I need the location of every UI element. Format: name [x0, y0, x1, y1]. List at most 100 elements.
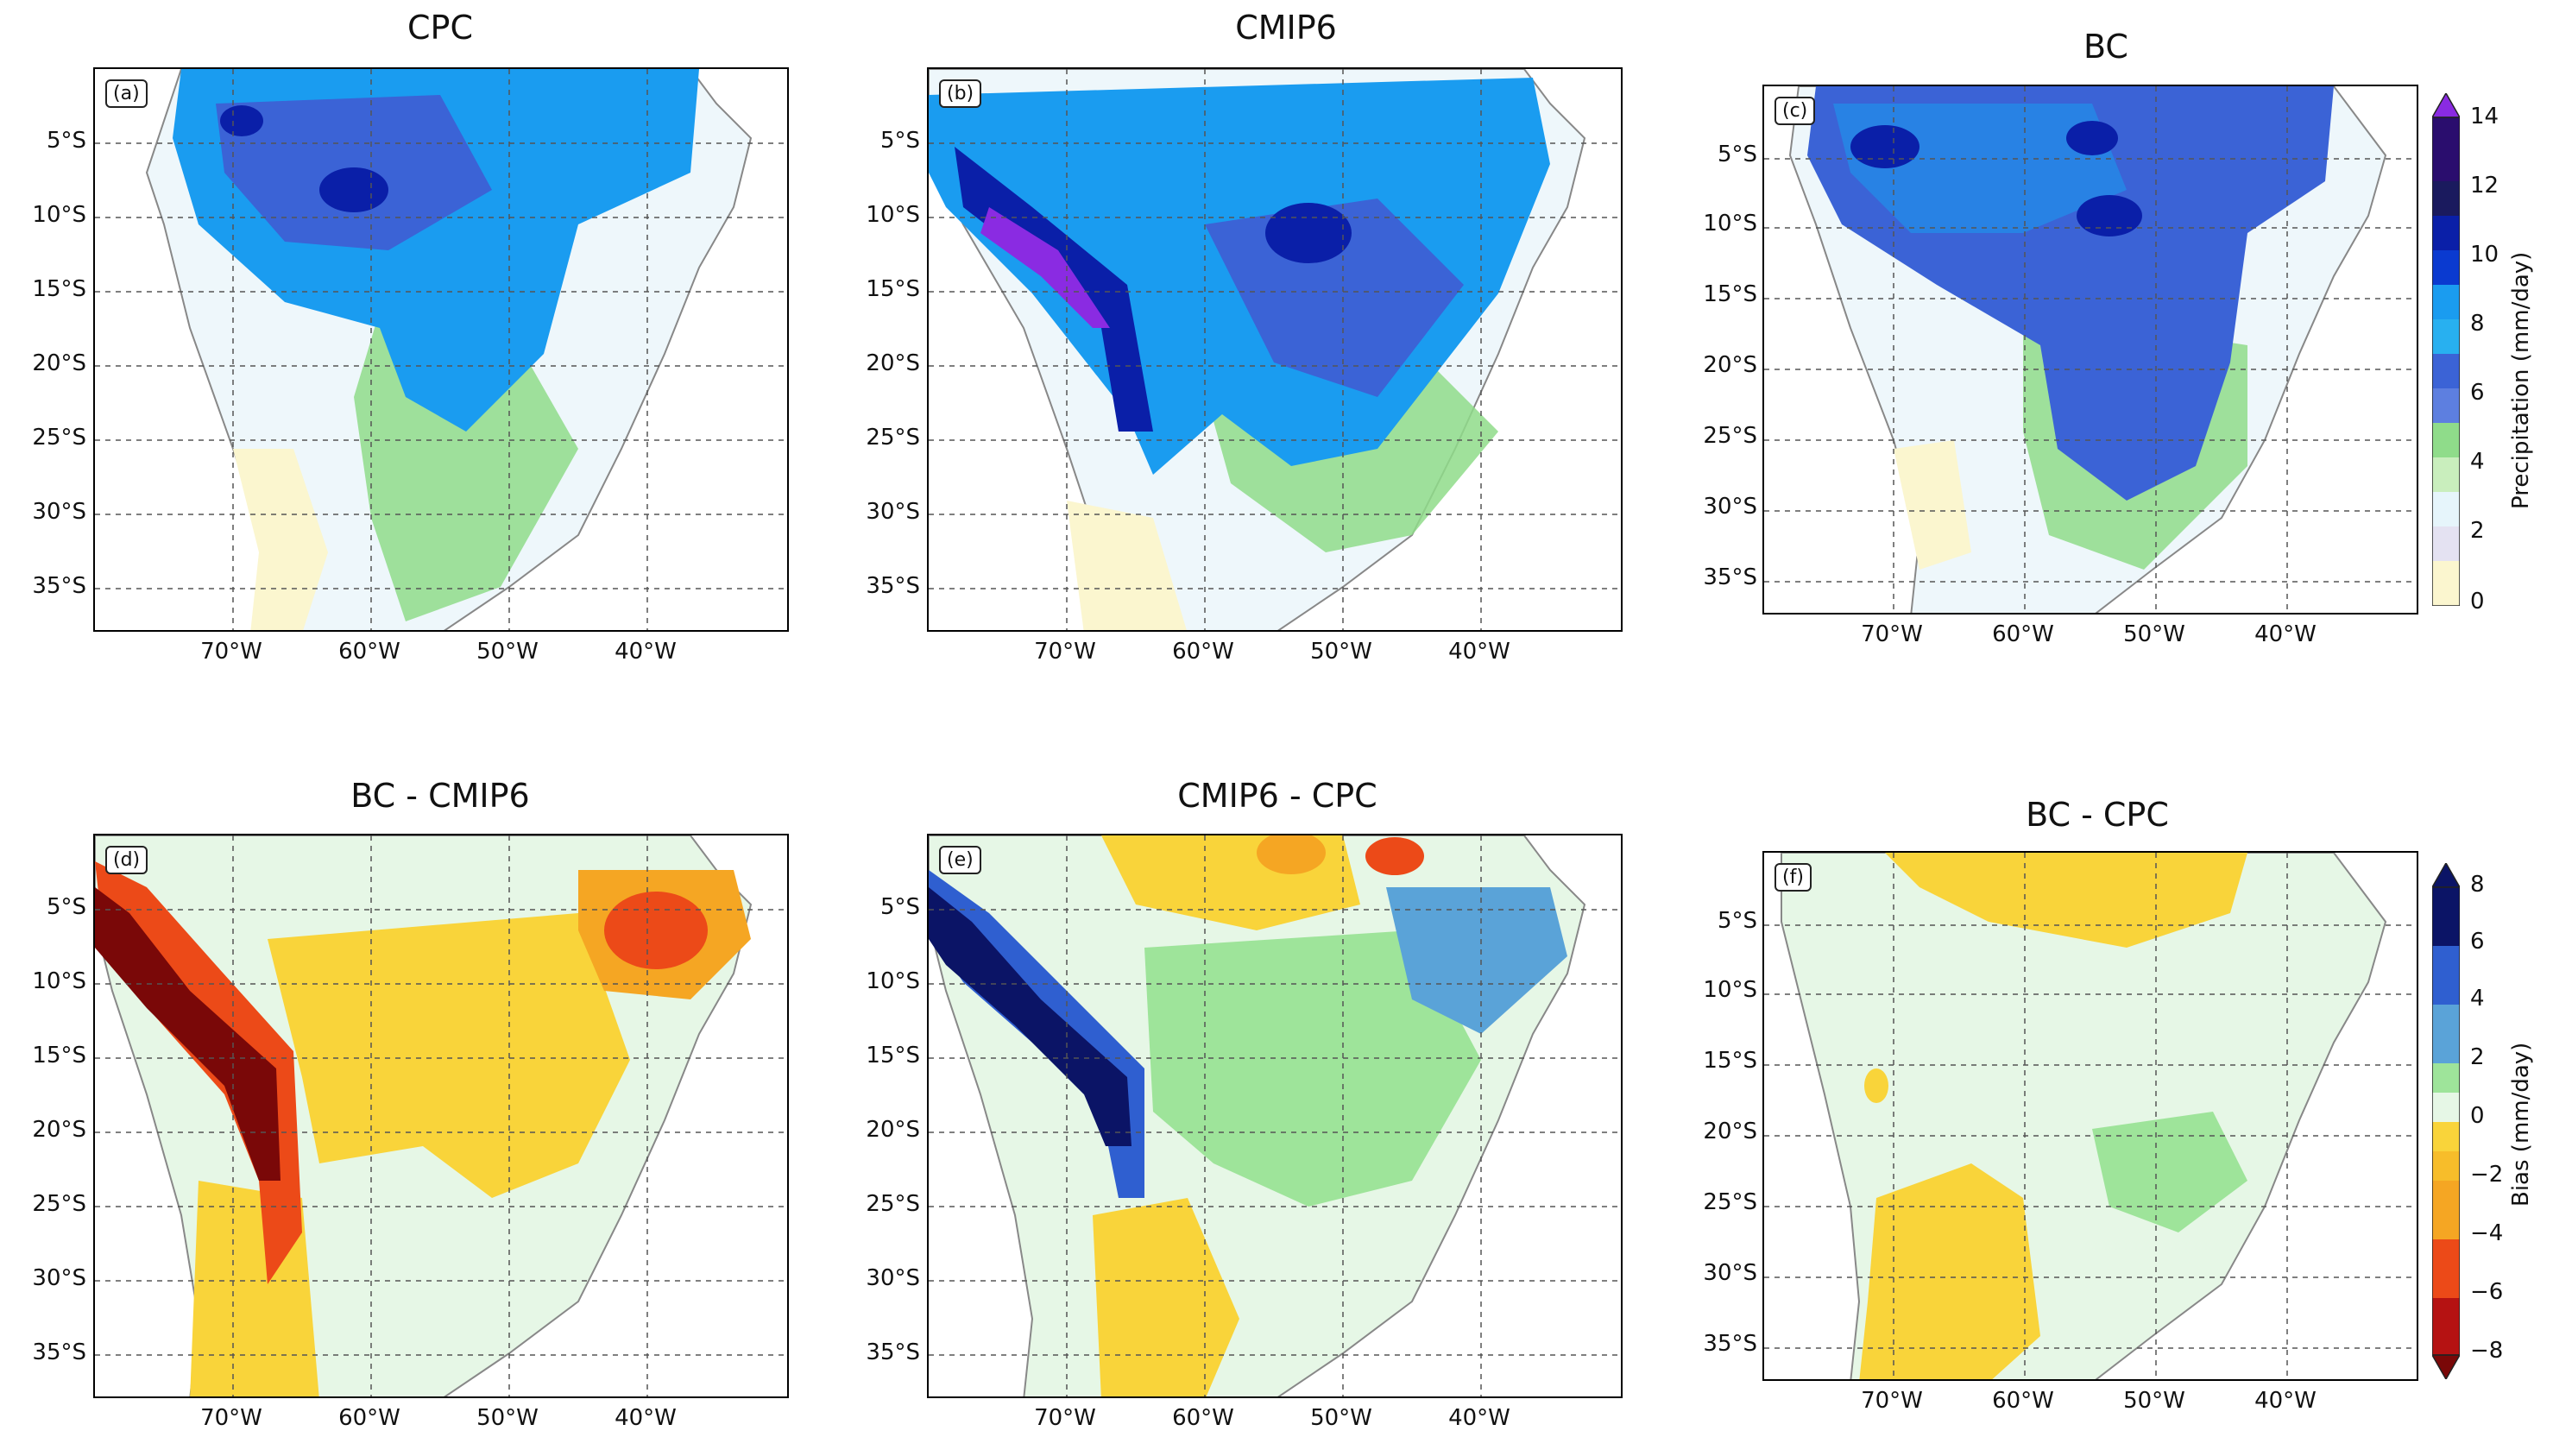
lat-label: 30°S: [866, 499, 920, 525]
max-rain-cell: [2066, 121, 2118, 155]
lat-label: 30°S: [1703, 1260, 1757, 1286]
negative-bias-region: [1859, 1163, 2040, 1379]
negative-bias-region: [268, 913, 630, 1198]
dry-region: [233, 449, 328, 630]
map-frame: (c): [1762, 85, 2418, 615]
lon-label: 70°W: [1034, 1405, 1096, 1431]
colorbar-swatch: [2432, 319, 2460, 354]
lat-label: 10°S: [866, 202, 920, 228]
lat-label: 25°S: [32, 425, 86, 451]
negative-bias-region: [1885, 853, 2247, 948]
lat-label: 25°S: [866, 1191, 920, 1217]
lon-label: 50°W: [2123, 1388, 2185, 1414]
map-canvas: [1764, 853, 2417, 1379]
lon-label: 40°W: [615, 639, 677, 665]
gridlines: [929, 835, 1621, 1396]
colorbar-tick: 4: [2470, 449, 2485, 475]
lon-label: 70°W: [200, 1405, 262, 1431]
max-rain-cell: [1850, 125, 1919, 168]
lat-label: 30°S: [1703, 494, 1757, 520]
max-rain-cell: [2077, 195, 2142, 236]
colorbar-swatch: [2432, 354, 2460, 388]
lon-label: 50°W: [2123, 621, 2185, 647]
lat-label: 5°S: [879, 894, 920, 920]
lat-label: 20°S: [866, 1117, 920, 1143]
colorbar-extend-arrow: [2430, 861, 2462, 888]
colorbar-tick: 12: [2470, 173, 2499, 199]
colorbar-swatch: [2432, 423, 2460, 457]
panel-tag: (d): [105, 846, 148, 874]
colorbar-swatches: [2430, 861, 2462, 1381]
colorbar-swatch: [2432, 1122, 2460, 1151]
lat-label: 15°S: [32, 1043, 86, 1068]
panel-tag: (e): [939, 846, 981, 874]
lon-label: 70°W: [1034, 639, 1096, 665]
colorbar-tick: −2: [2470, 1162, 2504, 1188]
lon-label: 40°W: [2254, 621, 2317, 647]
panel-title: CPC: [407, 9, 473, 47]
colorbar-swatch: [2432, 1239, 2460, 1298]
colorbar-tick: −8: [2470, 1338, 2504, 1364]
colorbar-swatch: [2432, 250, 2460, 285]
bias-colorbar: [2430, 861, 2462, 1381]
colorbar-tick: 14: [2470, 104, 2499, 129]
lon-label: 70°W: [200, 639, 262, 665]
lat-label: 5°S: [46, 128, 86, 154]
dry-region: [1067, 501, 1187, 630]
lat-label: 25°S: [866, 425, 920, 451]
colorbar-tick: 8: [2470, 311, 2485, 337]
lon-label: 60°W: [1172, 1405, 1234, 1431]
colorbar-swatch: [2432, 526, 2460, 561]
panel-tag: (a): [105, 79, 148, 108]
lat-label: 25°S: [1703, 423, 1757, 449]
lon-label: 50°W: [1310, 1405, 1372, 1431]
lat-label: 35°S: [1703, 1331, 1757, 1357]
colorbar-swatch: [2432, 492, 2460, 526]
lat-label: 35°S: [32, 1339, 86, 1365]
dry-region: [1894, 440, 1971, 570]
lon-label: 40°W: [615, 1405, 677, 1431]
extreme-positive-band: [929, 887, 1132, 1146]
gridlines: [929, 69, 1621, 630]
lat-label: 25°S: [1703, 1189, 1757, 1215]
lat-label: 15°S: [1703, 1048, 1757, 1074]
colorbar-extend-arrow: [2430, 1354, 2462, 1381]
lon-label: 40°W: [1448, 639, 1510, 665]
map-frame: (e): [927, 834, 1623, 1398]
colorbar-tick: 2: [2470, 518, 2485, 544]
colorbar-swatch: [2432, 1063, 2460, 1093]
colorbar-tick: 2: [2470, 1044, 2485, 1070]
map-canvas: [95, 69, 787, 630]
lat-label: 30°S: [866, 1265, 920, 1291]
map-frame: (a): [93, 67, 789, 632]
colorbar-swatch: [2432, 887, 2460, 946]
panel-title: BC - CPC: [2026, 796, 2169, 834]
colorbar-tick: 4: [2470, 986, 2485, 1012]
colorbar-tick: 8: [2470, 872, 2485, 898]
lat-label: 10°S: [32, 968, 86, 994]
lat-label: 15°S: [866, 1043, 920, 1068]
colorbar-tick: −4: [2470, 1220, 2504, 1246]
positive-bias-region: [2092, 1112, 2247, 1232]
lat-label: 20°S: [32, 1117, 86, 1143]
map-frame: (b): [927, 67, 1623, 632]
lat-label: 20°S: [1703, 352, 1757, 378]
map-canvas: [929, 835, 1621, 1396]
map-frame: (d): [93, 834, 789, 1398]
map-canvas: [929, 69, 1621, 630]
colorbar-tick: 0: [2470, 589, 2485, 615]
lon-label: 60°W: [1992, 621, 2054, 647]
extreme-negative-band: [95, 887, 281, 1181]
panel-tag: (b): [939, 79, 982, 108]
colorbar-swatch: [2432, 216, 2460, 250]
lon-label: 50°W: [476, 639, 539, 665]
colorbar-swatch: [2432, 561, 2460, 606]
gridlines: [95, 835, 787, 1396]
gridlines: [95, 69, 787, 630]
lat-label: 20°S: [1703, 1119, 1757, 1144]
panel-title: BC - CMIP6: [350, 777, 530, 815]
lat-label: 5°S: [1717, 908, 1757, 934]
negative-bias-cell: [1365, 837, 1424, 875]
negative-bias-cell: [1864, 1068, 1888, 1103]
colorbar-swatch: [2432, 946, 2460, 1005]
